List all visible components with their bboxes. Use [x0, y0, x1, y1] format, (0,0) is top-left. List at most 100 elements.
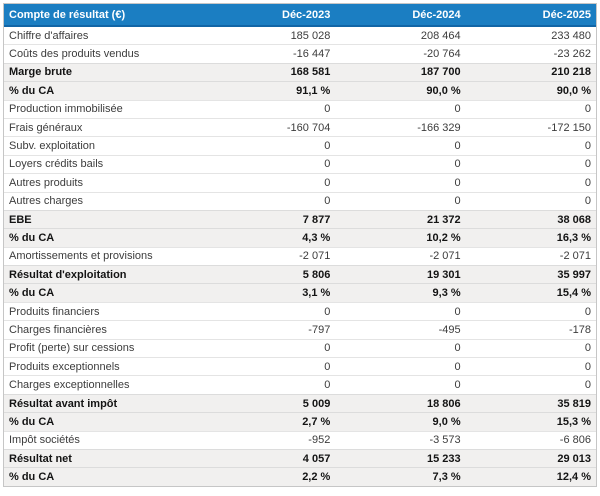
- value-cell-dec-2023: 0: [324, 360, 331, 373]
- value-cell-dec-2023: -797: [308, 323, 331, 336]
- value-cell-dec-2025: 35 997: [557, 268, 591, 281]
- table-body: Chiffre d'affaires 185 028 208 464 233 4…: [4, 27, 596, 486]
- value-cell-dec-2024: 19 301: [427, 268, 461, 281]
- value-cell-dec-2024: 0: [454, 195, 461, 208]
- column-header-dec-2024: Déc-2024: [412, 8, 461, 21]
- row-label-cell: Résultat d'exploitation: [9, 268, 127, 281]
- value-cell-dec-2025: 15,4 %: [556, 287, 591, 300]
- value-cell-dec-2025: -178: [568, 323, 591, 336]
- row-label-cell: Charges exceptionnelles: [9, 379, 130, 392]
- row-label-cell: Coûts des produits vendus: [9, 48, 140, 61]
- value-cell-dec-2024: 0: [454, 342, 461, 355]
- table-title-cell: Compte de résultat (€): [9, 8, 126, 21]
- value-cell-dec-2023: 0: [324, 158, 331, 171]
- row-label-cell: Production immobilisée: [9, 103, 123, 116]
- value-cell-dec-2023: 3,1 %: [302, 287, 331, 300]
- row-label-cell: Résultat net: [9, 452, 72, 465]
- value-cell-dec-2023: 0: [324, 195, 331, 208]
- row-label-cell: Chiffre d'affaires: [9, 29, 89, 42]
- income-statement-table: Compte de résultat (€) Déc-2023 Déc-2024…: [3, 3, 597, 487]
- value-cell-dec-2025: 15,3 %: [556, 415, 591, 428]
- table-row: % du CA 4,3 % 10,2 % 16,3 %: [4, 228, 596, 247]
- value-cell-dec-2024: -166 329: [417, 121, 461, 134]
- value-cell-dec-2025: 0: [584, 305, 591, 318]
- table-row: % du CA 91,1 % 90,0 % 90,0 %: [4, 81, 596, 100]
- value-cell-dec-2023: 0: [324, 379, 331, 392]
- table-row: Produits exceptionnels 0 0 0: [4, 357, 596, 376]
- value-cell-dec-2024: -20 764: [423, 48, 461, 61]
- value-cell-dec-2024: 15 233: [427, 452, 461, 465]
- row-label-cell: Résultat avant impôt: [9, 397, 118, 410]
- table-row: Loyers crédits bails 0 0 0: [4, 154, 596, 174]
- value-cell-dec-2023: 2,7 %: [302, 415, 331, 428]
- value-cell-dec-2025: 0: [584, 342, 591, 355]
- table-row: Marge brute 168 581 187 700 210 218: [4, 62, 596, 82]
- value-cell-dec-2025: 0: [584, 158, 591, 171]
- table-row: Production immobilisée 0 0 0: [4, 99, 596, 118]
- row-label-cell: % du CA: [9, 231, 55, 244]
- row-label-cell: EBE: [9, 213, 32, 226]
- row-label-cell: Produits exceptionnels: [9, 360, 120, 373]
- row-label-cell: Marge brute: [9, 66, 72, 79]
- value-cell-dec-2024: -2 071: [429, 250, 461, 263]
- table-row: Profit (perte) sur cessions 0 0 0: [4, 338, 596, 358]
- value-cell-dec-2024: 0: [454, 379, 461, 392]
- value-cell-dec-2024: 0: [454, 305, 461, 318]
- value-cell-dec-2023: 0: [324, 103, 331, 116]
- table-header-row: Compte de résultat (€) Déc-2023 Déc-2024…: [4, 4, 596, 27]
- value-cell-dec-2025: 0: [584, 176, 591, 189]
- value-cell-dec-2025: 12,4 %: [556, 471, 591, 484]
- value-cell-dec-2025: 0: [584, 360, 591, 373]
- table-row: Résultat d'exploitation 5 806 19 301 35 …: [4, 265, 596, 284]
- value-cell-dec-2023: 0: [324, 342, 331, 355]
- row-label-cell: % du CA: [9, 471, 55, 484]
- value-cell-dec-2025: 0: [584, 379, 591, 392]
- value-cell-dec-2023: 2,2 %: [302, 471, 331, 484]
- table-row: Résultat net 4 057 15 233 29 013: [4, 448, 596, 468]
- value-cell-dec-2025: 233 480: [551, 29, 591, 42]
- table-row: % du CA 3,1 % 9,3 % 15,4 %: [4, 283, 596, 302]
- value-cell-dec-2025: -172 150: [547, 121, 591, 134]
- value-cell-dec-2023: 4 057: [302, 452, 331, 465]
- value-cell-dec-2024: 21 372: [427, 213, 461, 226]
- value-cell-dec-2023: 7 877: [302, 213, 331, 226]
- value-cell-dec-2023: 185 028: [290, 29, 331, 42]
- value-cell-dec-2024: 0: [454, 140, 461, 153]
- row-label-cell: Autres produits: [9, 176, 83, 189]
- table-row: Charges financières -797 -495 -178: [4, 320, 596, 339]
- table-row: % du CA 2,7 % 9,0 % 15,3 %: [4, 412, 596, 431]
- value-cell-dec-2025: 0: [584, 195, 591, 208]
- value-cell-dec-2024: 0: [454, 360, 461, 373]
- value-cell-dec-2023: -160 704: [286, 121, 331, 134]
- table-row: Impôt sociétés -952 -3 573 -6 806: [4, 430, 596, 449]
- table-row: Produits financiers 0 0 0: [4, 301, 596, 321]
- value-cell-dec-2024: 187 700: [420, 66, 461, 79]
- value-cell-dec-2024: -3 573: [429, 434, 461, 447]
- table-row: Subv. exploitation 0 0 0: [4, 136, 596, 155]
- value-cell-dec-2025: 35 819: [557, 397, 591, 410]
- row-label-cell: % du CA: [9, 84, 55, 97]
- table-row: Autres charges 0 0 0: [4, 191, 596, 210]
- value-cell-dec-2023: 5 806: [302, 268, 331, 281]
- value-cell-dec-2023: 4,3 %: [302, 231, 331, 244]
- value-cell-dec-2024: 0: [454, 158, 461, 171]
- column-header-dec-2025: Déc-2025: [542, 8, 591, 21]
- value-cell-dec-2025: 0: [584, 140, 591, 153]
- value-cell-dec-2023: 168 581: [290, 66, 331, 79]
- table-row: Coûts des produits vendus -16 447 -20 76…: [4, 44, 596, 63]
- value-cell-dec-2025: 16,3 %: [556, 231, 591, 244]
- row-label-cell: Impôt sociétés: [9, 434, 80, 447]
- value-cell-dec-2023: -2 071: [299, 250, 331, 263]
- value-cell-dec-2023: 0: [324, 305, 331, 318]
- row-label-cell: % du CA: [9, 287, 55, 300]
- value-cell-dec-2024: 7,3 %: [432, 471, 461, 484]
- value-cell-dec-2025: 90,0 %: [556, 84, 591, 97]
- value-cell-dec-2025: 210 218: [551, 66, 591, 79]
- table-row: Amortissements et provisions -2 071 -2 0…: [4, 246, 596, 266]
- table-row: Frais généraux -160 704 -166 329 -172 15…: [4, 117, 596, 137]
- value-cell-dec-2024: 208 464: [420, 29, 461, 42]
- value-cell-dec-2023: -16 447: [293, 48, 331, 61]
- value-cell-dec-2024: 9,0 %: [432, 415, 461, 428]
- value-cell-dec-2025: -23 262: [553, 48, 591, 61]
- value-cell-dec-2024: 10,2 %: [426, 231, 461, 244]
